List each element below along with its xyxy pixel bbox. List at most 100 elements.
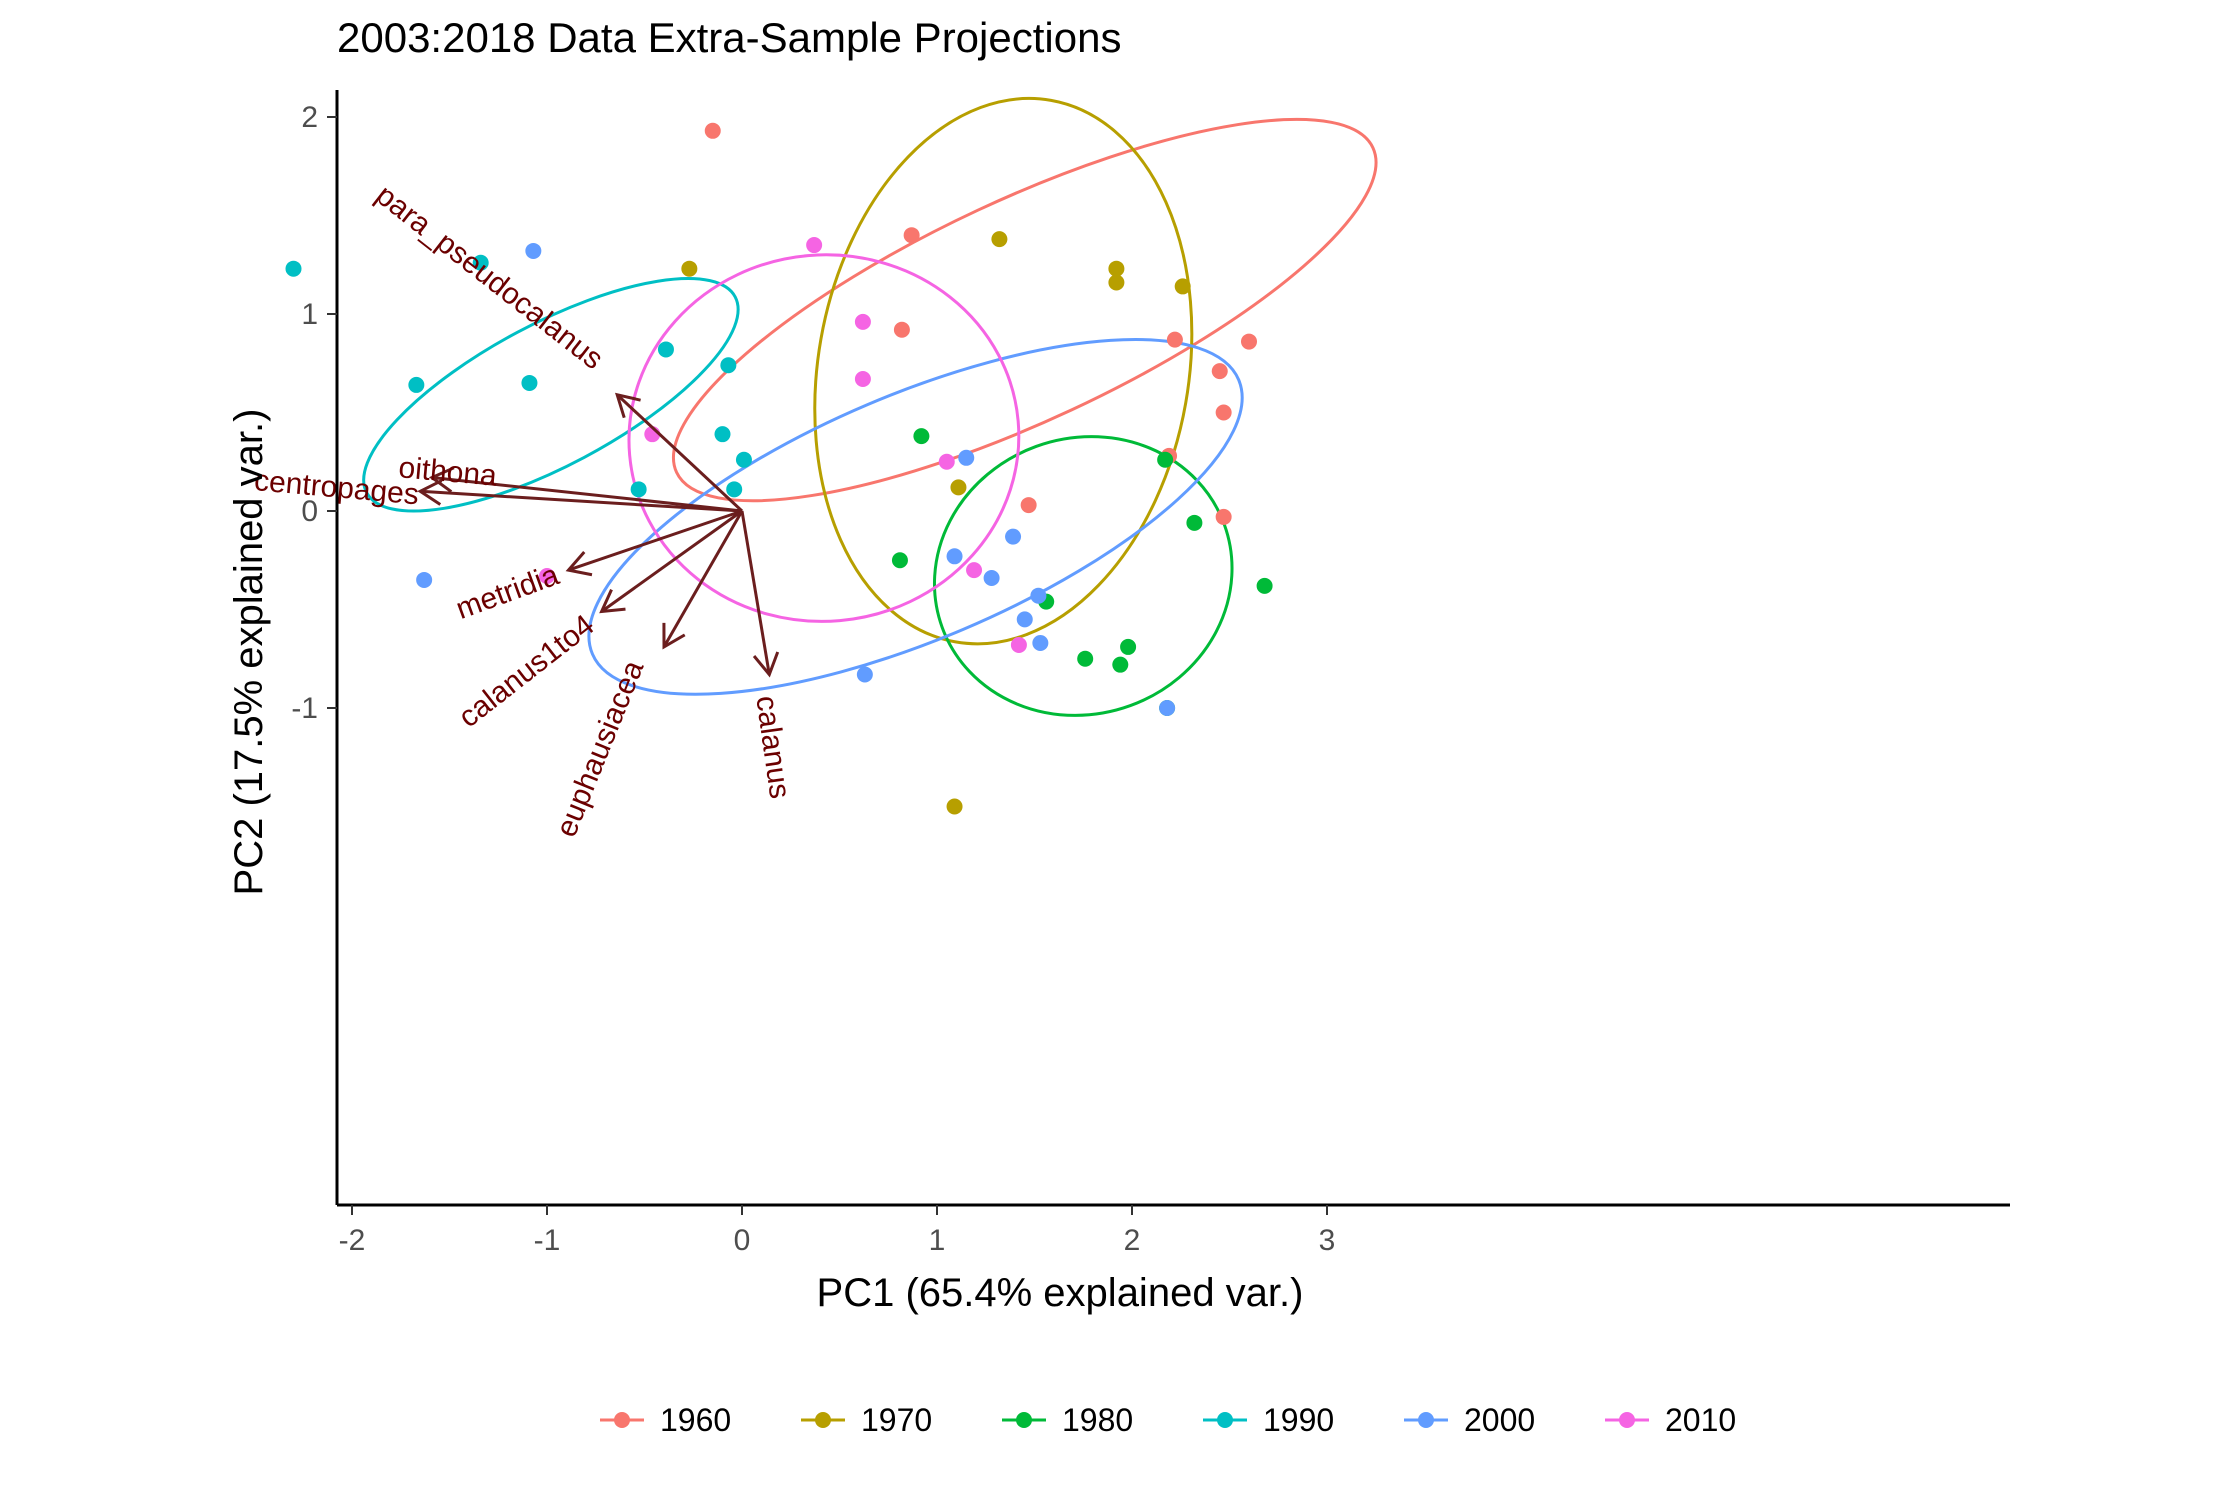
legend-label: 1990	[1263, 1402, 1334, 1438]
point-2010	[1010, 636, 1027, 653]
point-1960	[1241, 333, 1257, 350]
loading-arrow-calanus	[740, 510, 771, 675]
point-2000	[1159, 700, 1176, 716]
point-1970	[681, 260, 698, 277]
x-tick-label: 1	[929, 1224, 946, 1257]
loading-arrowhead-euphausiacea	[662, 622, 686, 650]
y-tick-label: 2	[301, 101, 318, 134]
x-tick-label: 3	[1319, 1224, 1336, 1257]
point-2000	[1005, 528, 1022, 545]
legend-item-2010: 2010	[1605, 1402, 1736, 1438]
point-2010	[806, 237, 823, 254]
point-1960	[1215, 508, 1232, 525]
loading-label-euphausiacea: euphausiacea	[550, 656, 651, 842]
loading-arrowhead-calanus1to4	[599, 588, 626, 614]
loading-arrowhead-calanus	[752, 651, 780, 678]
x-tick-label: 2	[1124, 1224, 1141, 1257]
legend-label: 1960	[660, 1402, 731, 1438]
y-tick-label: -1	[291, 692, 318, 725]
point-1960	[903, 227, 920, 244]
point-1990	[521, 374, 538, 391]
legend-label: 2000	[1464, 1402, 1535, 1438]
point-2010	[854, 313, 871, 330]
point-1990	[735, 451, 752, 468]
point-1990	[726, 481, 743, 498]
point-1970	[1108, 260, 1125, 277]
y-axis-title: PC2 (17.5% explained var.)	[227, 409, 271, 896]
x-axis-title: PC1 (65.4% explained var.)	[817, 1271, 1304, 1315]
legend-key-dot	[1016, 1412, 1032, 1428]
point-2010	[966, 562, 983, 579]
y-tick-label: 0	[301, 495, 318, 528]
loading-arrowhead-oithona	[428, 466, 455, 493]
point-2000	[416, 571, 433, 588]
point-2010	[539, 568, 555, 585]
point-2000	[946, 548, 963, 565]
point-1960	[1211, 363, 1228, 380]
point-2000	[983, 569, 1000, 586]
legend: 1960 1970 1980 1990 2000 2010	[600, 1402, 1736, 1438]
point-1990	[657, 341, 674, 358]
x-tick-label: 0	[734, 1224, 751, 1257]
loading-arrow-metridia	[567, 509, 743, 572]
point-1970	[1108, 274, 1125, 291]
ellipse-2000	[587, 338, 1244, 696]
legend-label: 2010	[1665, 1402, 1736, 1438]
legend-item-1960: 1960	[600, 1402, 731, 1438]
point-1990	[720, 357, 737, 374]
plot-area: para_pseudocalanusoithonacentropagesmetr…	[253, 96, 1378, 842]
point-1990	[714, 426, 731, 443]
point-2000	[958, 449, 975, 466]
point-1990	[285, 260, 302, 277]
point-1980	[1186, 514, 1203, 531]
loading-label-calanus1to4: calanus1to4	[453, 608, 601, 734]
ellipse-1960	[671, 117, 1378, 503]
loading-arrow-centropages	[420, 489, 743, 513]
legend-key-dot	[815, 1412, 831, 1428]
chart-title: 2003:2018 Data Extra-Sample Projections	[337, 14, 1121, 61]
point-1980	[1157, 451, 1174, 468]
axes: -2 -1 0 1 2 3 -1 0 1 2	[291, 90, 2010, 1257]
loading-arrowhead-para_pseudocalanus	[615, 392, 641, 419]
point-2000	[856, 666, 873, 683]
point-1980	[1120, 638, 1137, 655]
point-1970	[991, 231, 1008, 248]
point-1980	[1256, 577, 1273, 594]
point-1990	[408, 376, 425, 393]
loading-arrowhead-metridia	[565, 551, 593, 577]
point-1960	[1020, 497, 1037, 514]
ellipse-1990	[362, 277, 740, 513]
point-1990	[630, 481, 647, 498]
y-tick-label: 1	[301, 298, 318, 331]
legend-key-dot	[1619, 1412, 1635, 1428]
point-2000	[1016, 611, 1033, 628]
point-1980	[1077, 650, 1094, 667]
point-2000	[1030, 587, 1047, 604]
ellipse-2010	[627, 253, 1021, 623]
point-1980	[1112, 656, 1129, 673]
loading-label-metridia: metridia	[452, 558, 564, 626]
point-1990	[472, 254, 489, 271]
legend-key-dot	[1217, 1412, 1233, 1428]
point-1970	[946, 798, 963, 815]
loading-label-calanus: calanus	[749, 694, 796, 801]
loading-arrow-calanus1to4	[600, 509, 743, 613]
legend-key-dot	[1418, 1412, 1434, 1428]
point-1970	[950, 479, 967, 496]
legend-label: 1980	[1062, 1402, 1133, 1438]
legend-item-1990: 1990	[1203, 1402, 1334, 1438]
point-2000	[525, 242, 542, 259]
point-1960	[704, 122, 721, 139]
x-tick-label: -1	[534, 1224, 561, 1257]
legend-item-1980: 1980	[1002, 1402, 1133, 1438]
loading-arrow-oithona	[431, 476, 743, 513]
point-1980	[891, 552, 908, 569]
legend-item-2000: 2000	[1404, 1402, 1535, 1438]
point-2000	[1032, 634, 1049, 651]
legend-label: 1970	[861, 1402, 932, 1438]
point-1980	[913, 428, 930, 445]
point-2010	[938, 453, 955, 470]
legend-item-1970: 1970	[801, 1402, 932, 1438]
loading-arrow-para_pseudocalanus	[616, 393, 744, 513]
